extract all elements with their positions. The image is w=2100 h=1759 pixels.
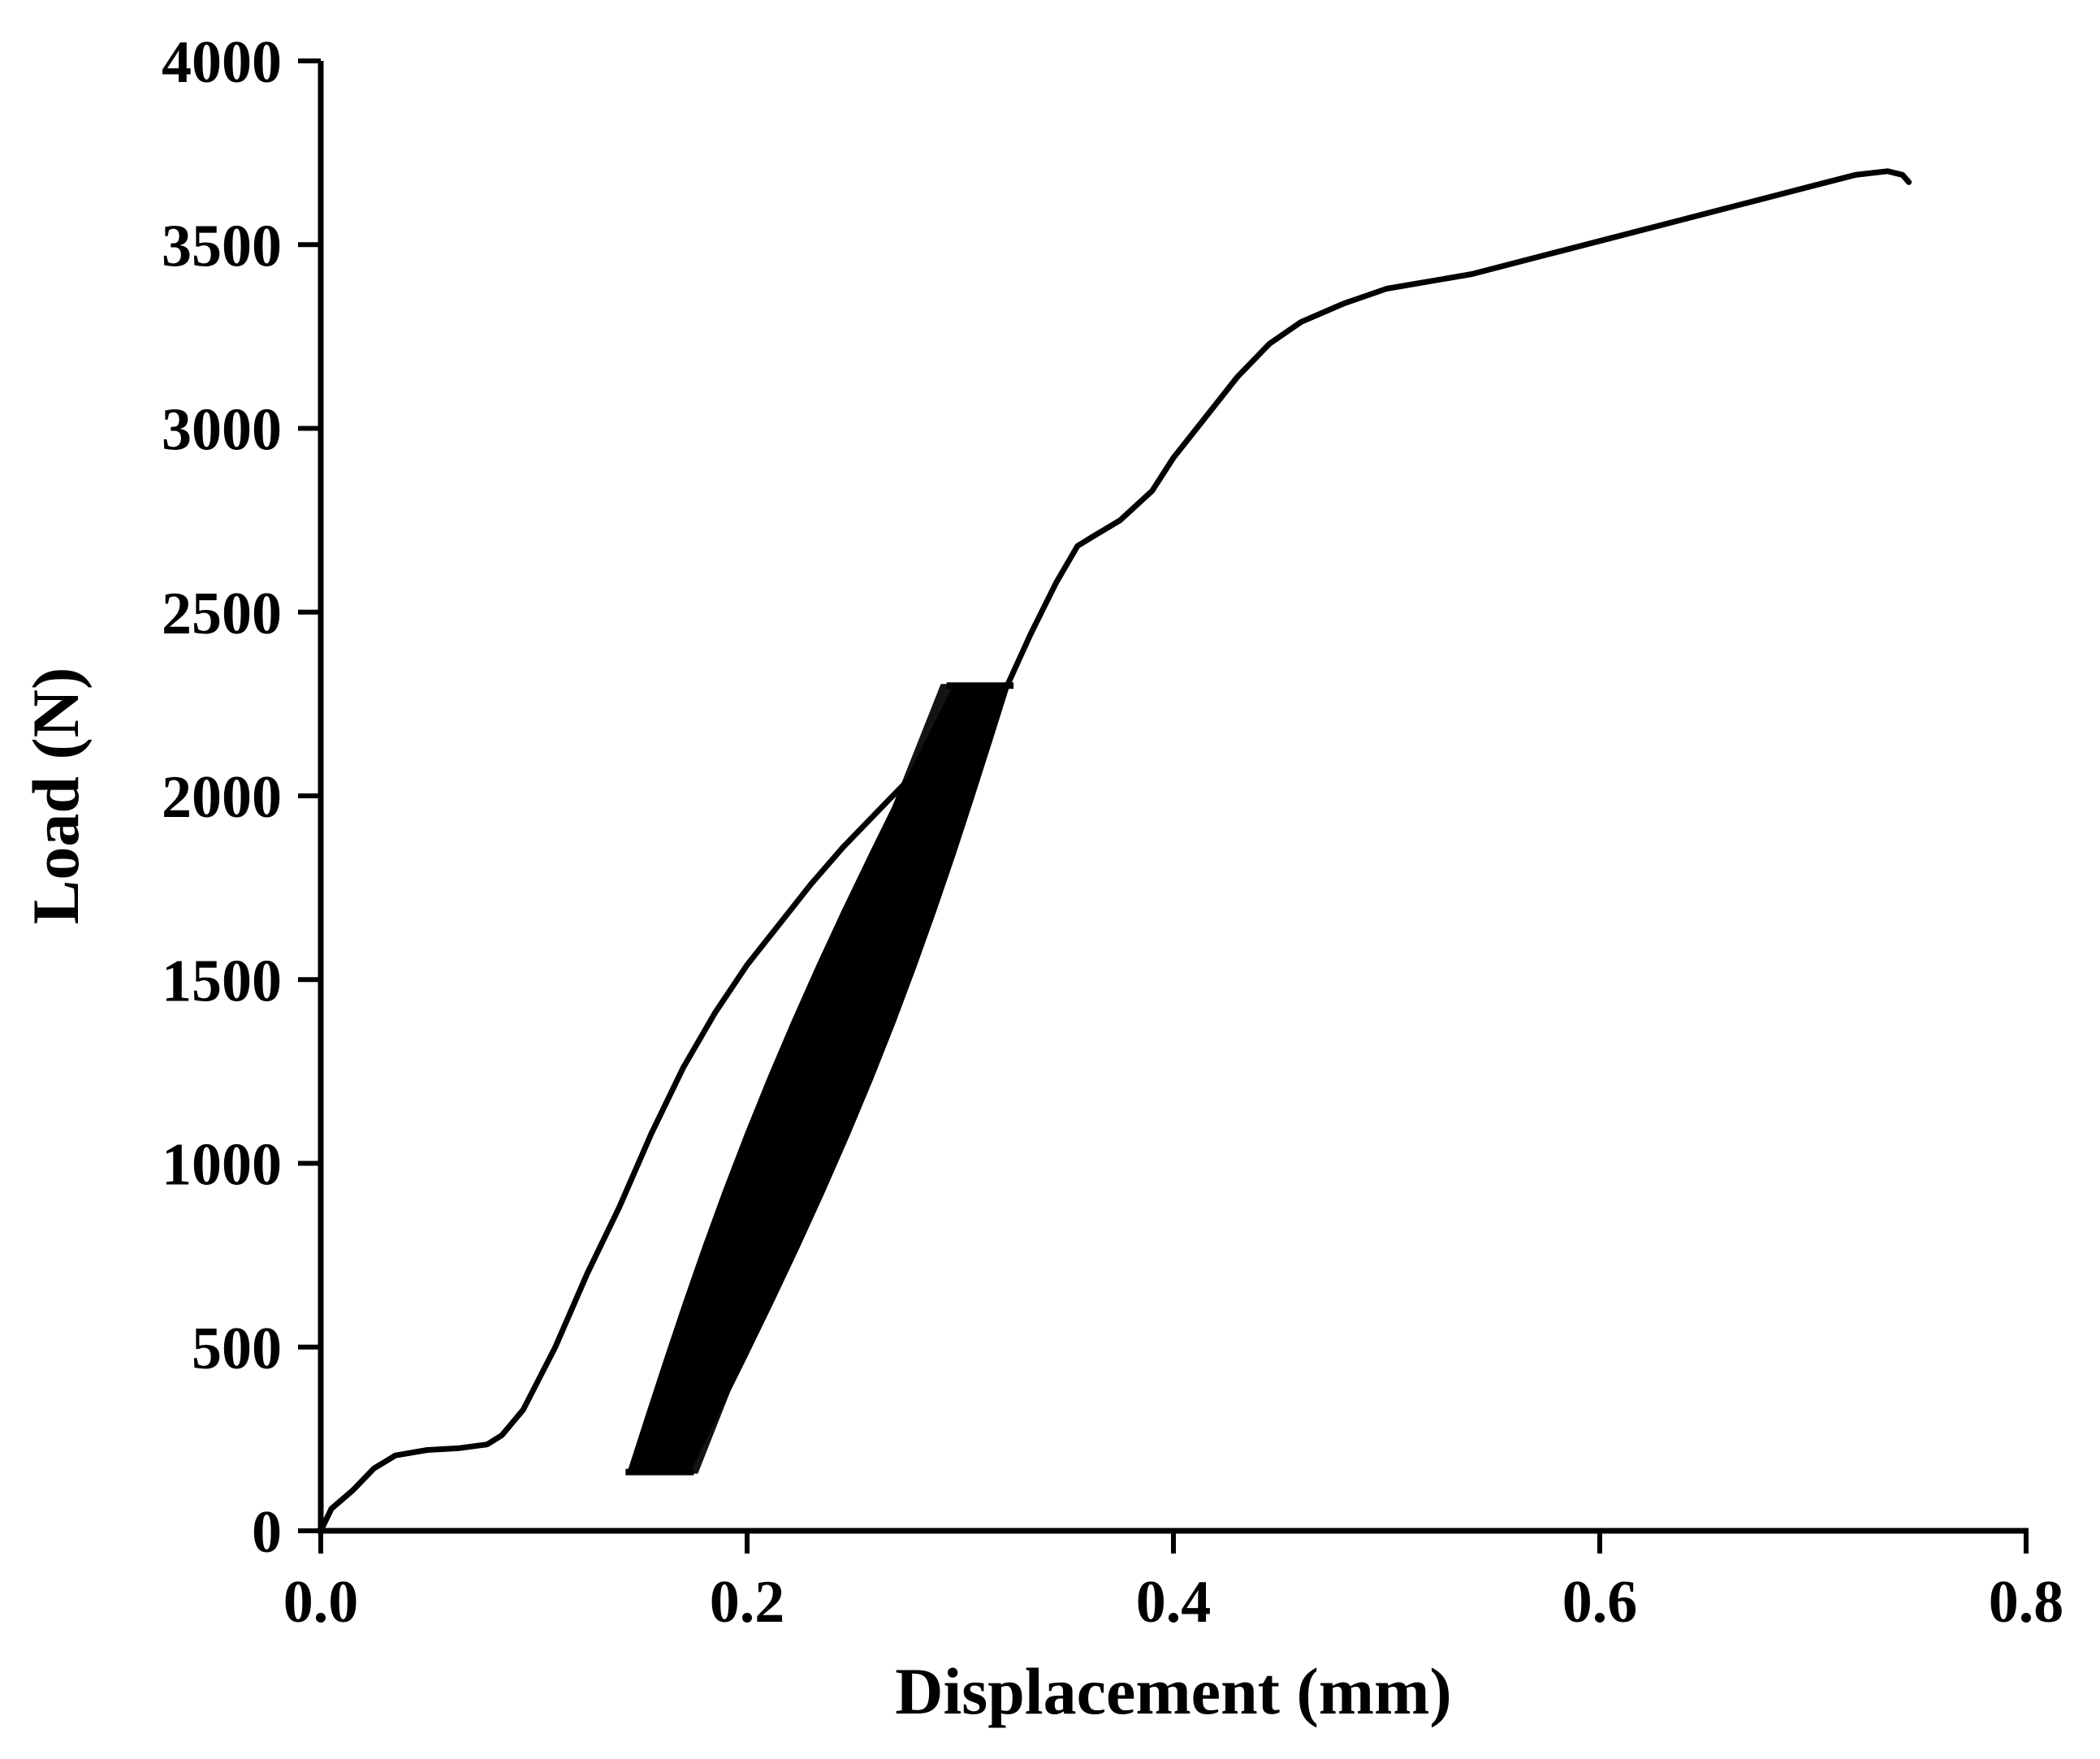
y-tick-label: 2500 bbox=[162, 581, 282, 647]
post-cyclic-loading-curve bbox=[1004, 168, 1912, 689]
x-tick-label: 0.0 bbox=[283, 1569, 359, 1636]
y-tick-label: 0 bbox=[252, 1499, 282, 1566]
y-axis-title: Load (N) bbox=[19, 668, 93, 925]
cyclic-loading-band bbox=[627, 684, 1010, 1474]
x-tick-label: 0.6 bbox=[1562, 1569, 1638, 1636]
x-axis: 0.0 0.2 0.4 0.6 0.8 bbox=[283, 1528, 2064, 1636]
y-tick-label: 500 bbox=[192, 1316, 282, 1382]
initial-loading-curve bbox=[318, 682, 974, 1534]
y-tick-label: 1000 bbox=[162, 1132, 282, 1199]
y-tick-label: 3500 bbox=[162, 213, 282, 279]
plot-series bbox=[318, 168, 1912, 1534]
y-axis: 0 500 1000 1500 2000 2500 3000 3500 4000 bbox=[162, 29, 324, 1566]
y-tick-label: 4000 bbox=[162, 29, 282, 96]
x-tick-label: 0.4 bbox=[1136, 1569, 1212, 1636]
x-tick-label: 0.8 bbox=[1989, 1569, 2064, 1636]
y-tick-label: 1500 bbox=[162, 948, 282, 1014]
y-tick-label: 2000 bbox=[162, 764, 282, 831]
x-axis-title: Displacement (mm) bbox=[895, 1654, 1451, 1728]
x-tick-label: 0.2 bbox=[710, 1569, 785, 1636]
y-tick-label: 3000 bbox=[162, 397, 282, 464]
